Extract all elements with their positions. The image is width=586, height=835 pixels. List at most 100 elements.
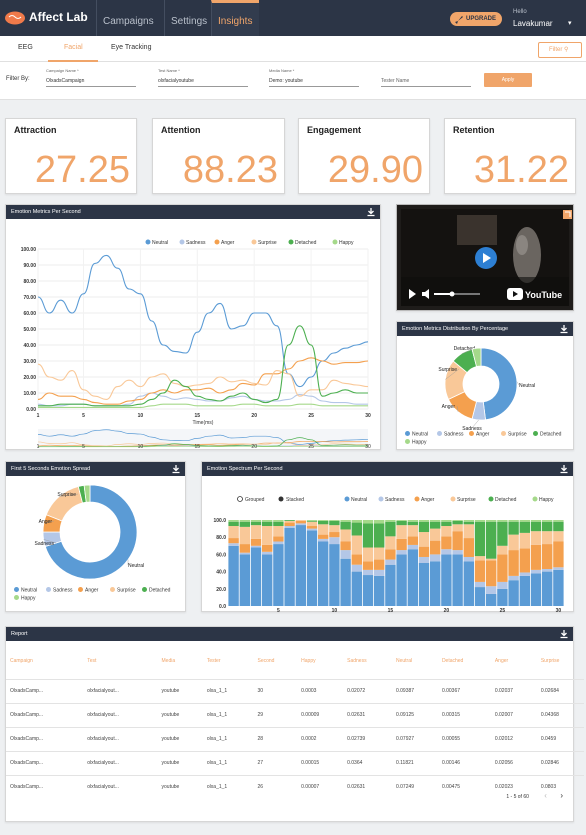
legend-label: Happy <box>539 497 554 503</box>
filter-button[interactable]: Filter ⚲ <box>538 42 582 58</box>
test-name-field[interactable]: Test Name * olxfacialyoutube <box>158 68 248 87</box>
table-cell: 30 <box>253 678 298 703</box>
slice-label: Anger <box>39 519 53 525</box>
table-cell: olxfacialyout... <box>83 702 158 727</box>
column-header[interactable]: Tester <box>206 657 221 664</box>
table-cell: OlxadsCamp... <box>6 750 84 775</box>
bar-segment <box>250 520 262 522</box>
table-cell: 0.09125 <box>391 702 438 727</box>
column-header[interactable]: Happy <box>301 657 316 664</box>
column-header[interactable]: Test <box>87 657 97 664</box>
legend-label: Neutral <box>21 588 37 594</box>
column-header[interactable]: Surprise <box>540 657 560 664</box>
column-header[interactable]: Media <box>161 657 176 664</box>
table-cell: OlxadsCamp... <box>6 726 84 751</box>
bar-segment <box>273 521 284 527</box>
table-cell: 0.00367 <box>437 678 491 703</box>
series-line-happy <box>37 403 368 408</box>
campaign-name-field[interactable]: Campaign Name * OlxadsCampaign <box>46 68 136 87</box>
bar-segment <box>553 520 564 522</box>
table-cell: youtube <box>157 774 203 799</box>
navigator-line <box>37 429 369 445</box>
video-controls[interactable]: YouTube <box>407 287 567 301</box>
play-icon[interactable] <box>475 247 497 269</box>
table-row[interactable]: OlxadsCamp... olxfacialyout... youtube olxa… <box>6 726 584 751</box>
campaign-name-value[interactable]: OlxadsCampaign <box>46 76 136 87</box>
y-tick-label: 30.00 <box>23 359 36 365</box>
stacked-toggle: Stacked <box>286 497 304 503</box>
table-row[interactable]: OlxadsCamp... olxfacialyout... youtube olxa… <box>6 702 584 727</box>
test-name-value[interactable]: olxfacialyoutube <box>158 76 248 87</box>
brand-logo[interactable]: Affect Lab <box>4 9 88 25</box>
tab-eye-tracking[interactable]: Eye Tracking <box>111 44 152 51</box>
table-cell: 0.0003 <box>297 678 344 703</box>
tester-name-placeholder[interactable]: Tester Name <box>381 76 471 87</box>
apply-button[interactable]: Apply <box>484 73 532 87</box>
bar-segment <box>418 532 430 547</box>
table-cell: 0.02037 <box>490 678 537 703</box>
media-name-field[interactable]: Media Name * Demo: youtube <box>269 68 359 87</box>
chevron-down-icon[interactable]: ▾ <box>568 20 572 27</box>
bar-segment <box>474 556 486 561</box>
bar-segment <box>228 543 239 546</box>
bar-segment <box>441 536 452 550</box>
bar-segment <box>530 520 542 522</box>
legend-marker <box>378 496 384 502</box>
upgrade-button[interactable]: UPGRADE <box>450 12 502 26</box>
column-header[interactable]: Second <box>257 657 275 664</box>
table-row[interactable]: OlxadsCamp... olxfacialyout... youtube olxa… <box>6 774 584 799</box>
table-row[interactable]: OlxadsCamp... olxfacialyout... youtube olxa… <box>6 678 584 703</box>
table-cell: 0.02684 <box>536 678 584 703</box>
bar-segment <box>519 521 530 533</box>
bar-segment <box>474 587 486 606</box>
bar-segment <box>306 520 318 522</box>
nav-tab-campaigns[interactable]: Campaigns <box>96 0 160 36</box>
table-cell: 0.00007 <box>297 774 344 799</box>
chevron-right-icon[interactable]: › <box>560 791 563 800</box>
column-header[interactable]: Campaign <box>10 657 33 664</box>
download-icon[interactable] <box>559 464 569 474</box>
download-icon[interactable] <box>366 207 376 217</box>
tab-facial[interactable]: Facial <box>64 44 83 51</box>
legend-label: Sadness <box>186 240 206 246</box>
chevron-left-icon[interactable]: ‹ <box>544 791 547 800</box>
slice-label: Neutral <box>128 563 144 569</box>
tester-name-field[interactable]: Tester Name <box>381 68 471 87</box>
y-tick-label: 20.00 <box>23 375 36 381</box>
table-row[interactable]: OlxadsCamp... olxfacialyout... youtube olxa… <box>6 750 584 775</box>
series-line-neutral <box>37 254 369 388</box>
legend-marker <box>288 239 294 245</box>
bar-segment <box>430 521 441 529</box>
nav-tab-settings[interactable]: Settings <box>164 0 213 36</box>
table-cell: 0.0002 <box>297 726 344 751</box>
expand-icon[interactable] <box>563 210 572 219</box>
legend-marker-anger <box>78 587 83 592</box>
bar-segment <box>407 525 418 537</box>
column-header[interactable]: Sadness <box>347 657 367 664</box>
video-player[interactable]: YouTube <box>396 204 574 311</box>
tab-eeg[interactable]: EEG <box>18 44 33 51</box>
bar-segment <box>385 549 396 560</box>
table-cell: olxfacialyout... <box>83 750 158 775</box>
legend-marker <box>488 496 494 502</box>
user-menu[interactable]: Lavakumar <box>513 19 553 28</box>
bar-segment <box>273 544 284 606</box>
column-header[interactable]: Detached <box>441 657 464 664</box>
navigator-tick-label: 5 <box>82 444 85 449</box>
y-tick-label: 90.00 <box>23 263 36 269</box>
download-icon[interactable] <box>171 464 181 474</box>
media-name-value[interactable]: Demo: youtube <box>269 76 359 87</box>
bar-segment <box>250 547 262 606</box>
table-cell: 0.02631 <box>343 702 392 727</box>
column-header[interactable]: Neutral <box>395 657 413 664</box>
download-icon[interactable] <box>559 324 569 334</box>
label-connector <box>43 520 55 524</box>
panel-title: First 5 Seconds Emotion Spread <box>11 466 91 472</box>
column-header[interactable]: Anger <box>494 657 509 664</box>
nav-tab-insights[interactable]: Insights <box>211 0 259 36</box>
legend-marker-detached <box>533 431 538 436</box>
bar-segment <box>418 556 430 563</box>
download-icon[interactable] <box>559 629 569 639</box>
legend-marker <box>214 239 220 245</box>
line-chart: Neutral Sadness Anger Surprise Detached Happy… <box>21 239 371 450</box>
